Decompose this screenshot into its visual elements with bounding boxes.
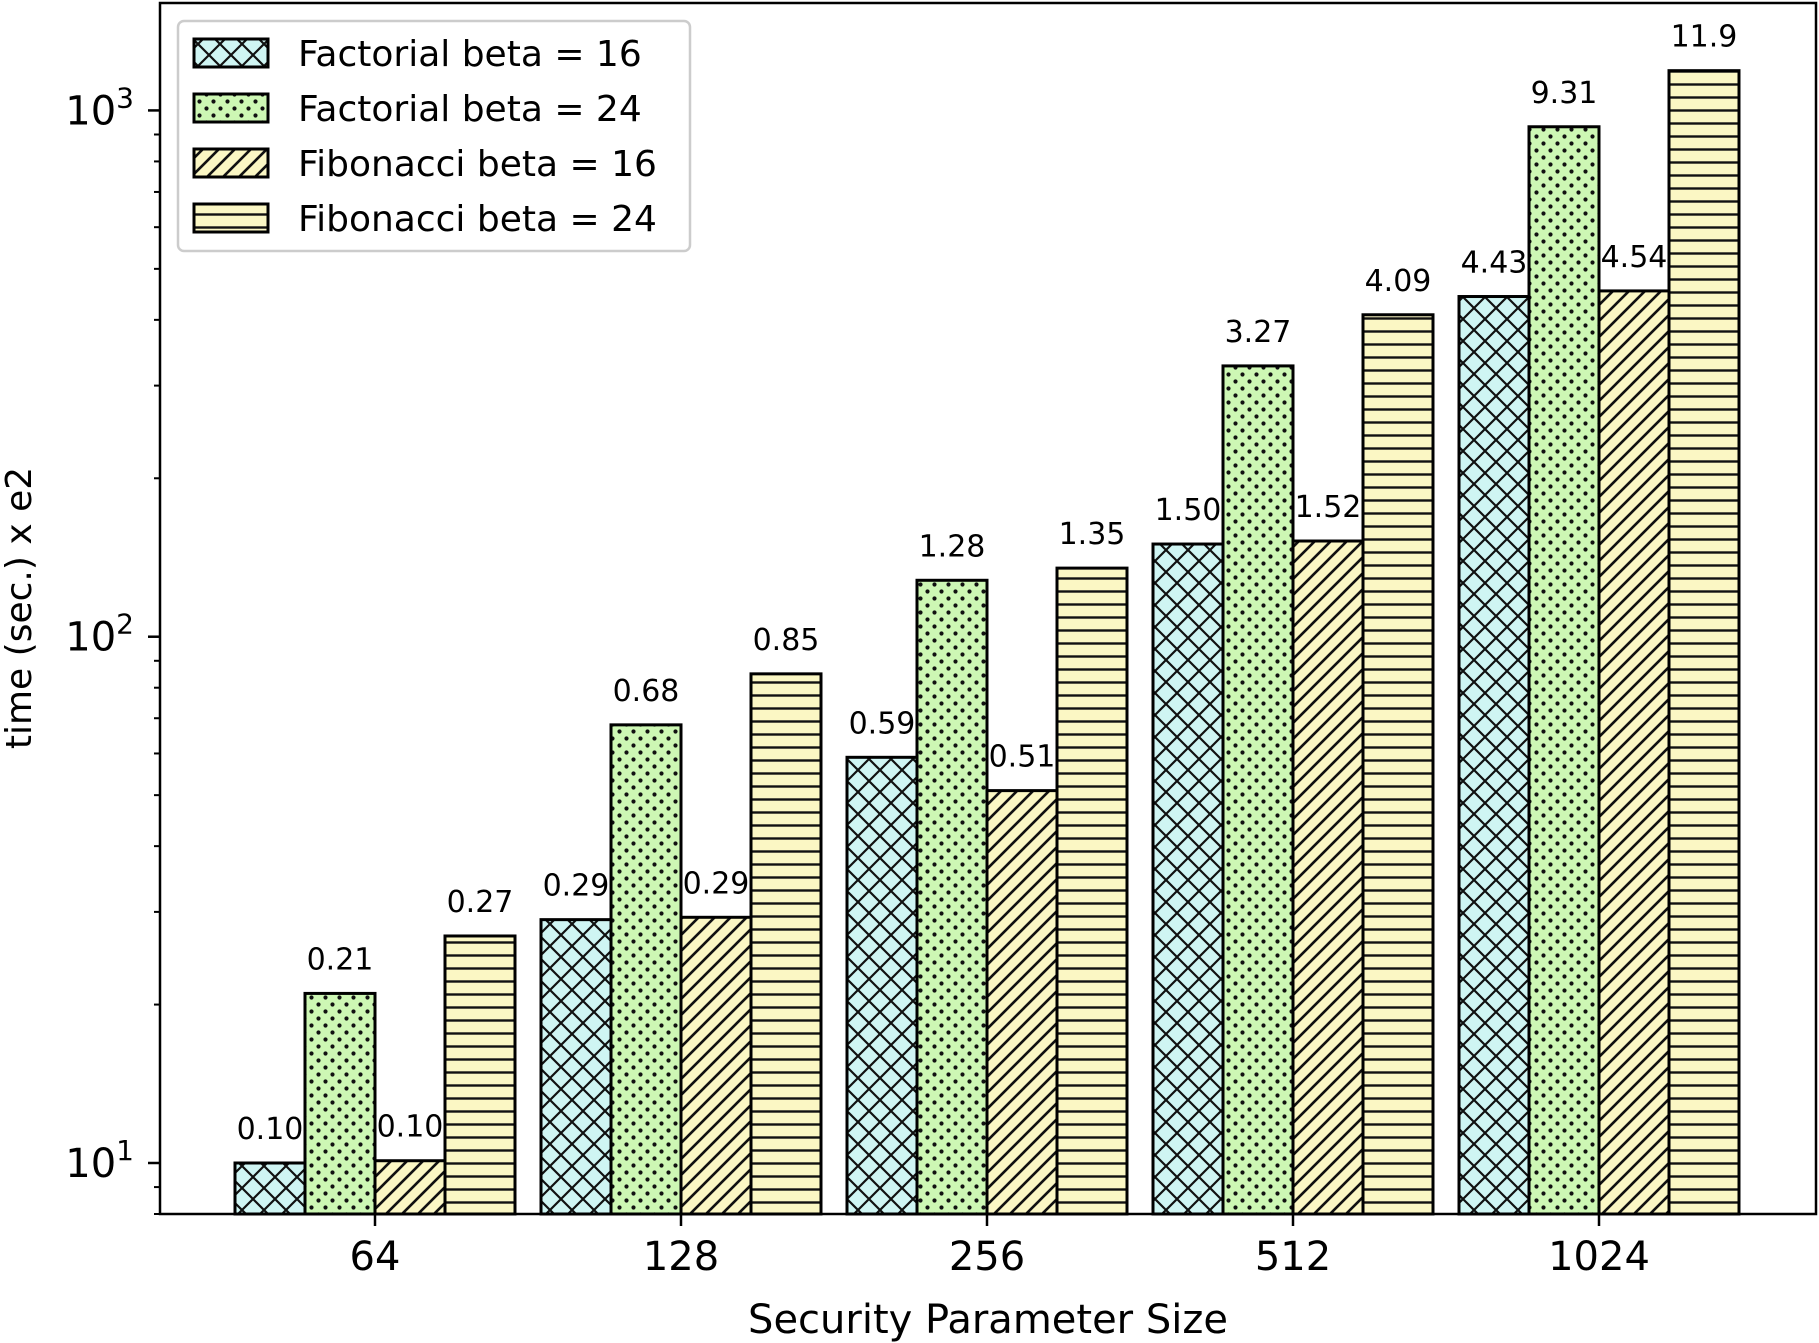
y-tick-label: 102 xyxy=(65,608,134,661)
legend: Factorial beta = 16 Factorial beta = 24 Fi… xyxy=(176,19,692,253)
bar-value-label: 4.09 xyxy=(1365,264,1432,299)
y-tick-label: 103 xyxy=(65,81,134,134)
x-axis: 64 128 256 512 1024 xyxy=(350,1214,1650,1280)
bar-horizontal-64 xyxy=(443,934,517,1216)
legend-entry-label: Fibonacci beta = 24 xyxy=(298,199,657,240)
x-tick-label: 128 xyxy=(643,1234,719,1280)
bar-horizontal-1024 xyxy=(1667,69,1741,1216)
x-tick-label: 512 xyxy=(1255,1234,1331,1280)
bar-value-label: 0.29 xyxy=(543,869,610,904)
bar-horizontal-256 xyxy=(1055,566,1129,1216)
bar-value-label: 0.85 xyxy=(753,623,820,658)
bar-value-label: 0.27 xyxy=(447,885,514,920)
bar-value-label: 0.29 xyxy=(683,866,750,901)
bar-dots-128 xyxy=(609,723,683,1216)
y-tick-label: 101 xyxy=(65,1134,134,1187)
legend-swatch-horizontal xyxy=(192,202,270,234)
bar-crosshatch-64 xyxy=(233,1161,307,1216)
legend-entry-label: Factorial beta = 24 xyxy=(298,89,642,130)
bar-horizontal-128 xyxy=(749,672,823,1216)
bar-diagonal-128 xyxy=(679,915,753,1216)
bar-dots-1024 xyxy=(1527,125,1601,1216)
bar-value-label: 11.9 xyxy=(1671,20,1738,55)
legend-swatch-diagonal xyxy=(192,147,270,179)
legend-swatch-dots xyxy=(192,92,270,124)
bar-horizontal-512 xyxy=(1361,313,1435,1216)
bar-value-label: 1.35 xyxy=(1059,517,1126,552)
bar-crosshatch-256 xyxy=(845,755,919,1216)
legend-entry-label: Factorial beta = 16 xyxy=(298,34,642,75)
bar-dots-512 xyxy=(1221,364,1295,1216)
bar-value-label: 0.21 xyxy=(307,942,374,977)
bar-crosshatch-128 xyxy=(539,918,613,1216)
legend-frame xyxy=(176,19,692,253)
bar-value-label: 3.27 xyxy=(1225,315,1292,350)
bar-value-label: 0.10 xyxy=(377,1110,444,1145)
bar-diagonal-512 xyxy=(1291,539,1365,1216)
bar-value-label: 0.10 xyxy=(237,1112,304,1147)
legend-swatch-crosshatch xyxy=(192,37,270,69)
x-tick-label: 64 xyxy=(350,1234,401,1280)
bar-value-label: 1.50 xyxy=(1155,493,1222,528)
bar-dots-64 xyxy=(303,991,377,1216)
bars-layer xyxy=(233,69,1741,1216)
x-axis-label: Security Parameter Size xyxy=(748,1297,1228,1343)
legend-entry-label: Fibonacci beta = 16 xyxy=(298,144,657,185)
x-tick-label: 1024 xyxy=(1548,1234,1650,1280)
bar-value-label: 4.54 xyxy=(1601,240,1668,275)
bar-crosshatch-1024 xyxy=(1457,295,1531,1216)
y-axis: 101 102 103 xyxy=(65,81,160,1215)
bar-value-label: 1.52 xyxy=(1295,490,1362,525)
bar-value-label: 4.43 xyxy=(1461,246,1528,281)
bar-crosshatch-512 xyxy=(1151,542,1225,1216)
bar-value-label: 0.59 xyxy=(849,706,916,741)
bar-value-label: 1.28 xyxy=(919,529,986,564)
bar-labels-layer: 0.10 0.29 0.59 1.50 4.43 0.21 0.68 1.28 3.27 9.31… xyxy=(237,20,1738,1147)
y-axis-label: time (sec.) x e2 xyxy=(0,467,40,749)
bar-diagonal-64 xyxy=(373,1159,447,1216)
bar-diagonal-1024 xyxy=(1597,289,1671,1216)
bar-value-label: 0.68 xyxy=(613,674,680,709)
bar-dots-256 xyxy=(915,578,989,1216)
bar-diagonal-256 xyxy=(985,789,1059,1216)
x-tick-label: 256 xyxy=(949,1234,1025,1280)
bar-value-label: 0.51 xyxy=(989,740,1056,775)
bar-value-label: 9.31 xyxy=(1531,76,1598,111)
